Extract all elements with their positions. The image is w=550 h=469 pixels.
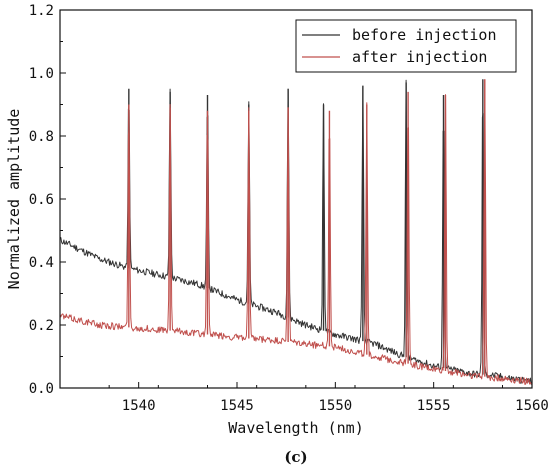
x-tick-label: 1550 [318, 398, 352, 414]
legend: before injection after injection [295, 19, 517, 73]
y-tick-label: 0.2 [29, 318, 54, 334]
series-layer [59, 79, 533, 385]
y-tick-label: 0.4 [29, 255, 54, 271]
y-tick-label: 0.8 [29, 129, 54, 145]
legend-label: before injection [352, 26, 497, 44]
x-tick-label: 1545 [220, 398, 254, 414]
x-tick-label: 1540 [122, 398, 156, 414]
series-line-after-injection [59, 79, 533, 385]
y-axis-label: Normalized amplitude [5, 109, 23, 290]
panel-label: (c) [284, 448, 307, 466]
series-line-before-injection [59, 79, 533, 385]
legend-box [295, 19, 517, 73]
y-tick-label: 1.0 [29, 66, 54, 82]
axes-layer: 0.0 0.2 0.4 0.6 0.8 1.0 1.2 1540 1545 1550 1555 156… [29, 3, 549, 414]
x-tick-label: 1560 [515, 398, 549, 414]
y-tick-label: 1.2 [29, 3, 54, 19]
x-axis-label: Wavelength (nm) [228, 419, 363, 437]
x-tick-label: 1555 [417, 398, 451, 414]
y-tick-label: 0.0 [29, 381, 54, 397]
legend-label: after injection [352, 48, 487, 66]
y-tick-label: 0.6 [29, 192, 54, 208]
